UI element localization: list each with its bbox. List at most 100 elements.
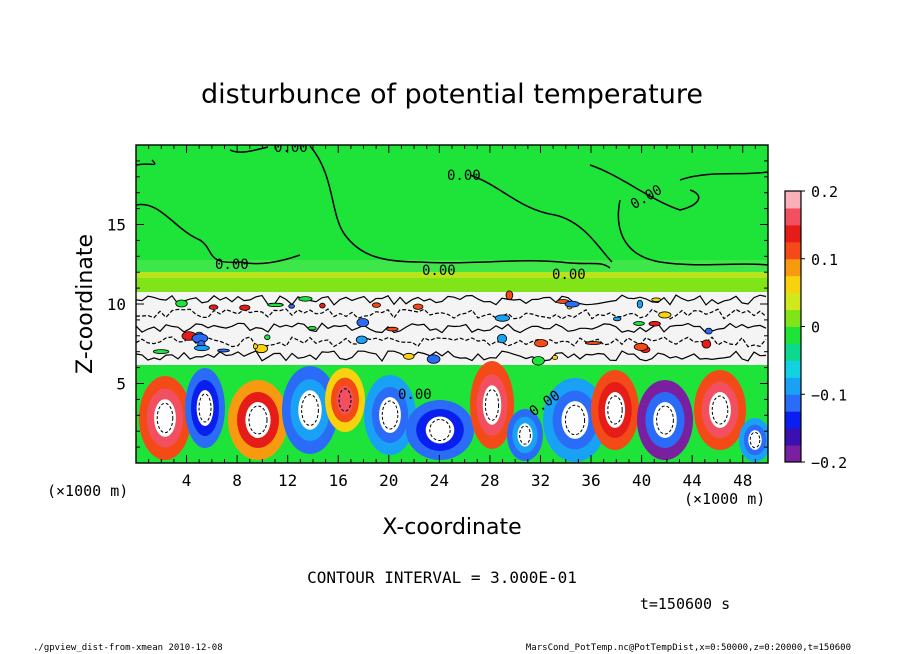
- cell-contour: [301, 394, 319, 426]
- x-axis-label: X-coordinate: [382, 515, 521, 540]
- cell-contour: [156, 402, 174, 434]
- mid-layer-contours: [136, 290, 767, 366]
- mid-speck: [403, 352, 415, 360]
- colorbar-swatch: [785, 394, 801, 412]
- x-tick-label: 4: [182, 471, 192, 490]
- contour-label: 0.00: [552, 267, 586, 283]
- colorbar-tick-label: 0.2: [811, 183, 838, 201]
- colorbar-swatch: [785, 292, 801, 311]
- cell-contour: [484, 389, 500, 421]
- mid-speck: [534, 339, 549, 348]
- x-tick-label: 28: [480, 471, 499, 490]
- cell-contour: [338, 388, 352, 412]
- colorbar-swatch: [785, 343, 801, 361]
- cell-core: [425, 416, 455, 444]
- cell-contour: [564, 404, 586, 436]
- x-tick-label: 8: [232, 471, 242, 490]
- y-axis: 5 10 15: [107, 160, 768, 448]
- x-tick-label: 48: [733, 471, 752, 490]
- mid-speck: [193, 344, 210, 352]
- cell-core: [298, 390, 322, 430]
- mid-speck: [152, 349, 170, 355]
- contour-label: 0.00: [422, 263, 456, 279]
- footer-left: ./gpview_dist-from-xmean 2010-12-08: [33, 643, 223, 653]
- colorbar-swatch: [785, 377, 801, 395]
- field-yellow-band: [136, 272, 768, 278]
- contour-label: 0.00: [447, 168, 481, 184]
- x-tick-label: 44: [683, 471, 702, 490]
- colorbar-swatch: [785, 411, 801, 429]
- cell-contour: [749, 431, 761, 449]
- mid-contour: [136, 350, 767, 363]
- mid-speck: [175, 299, 188, 308]
- cell-contour: [198, 393, 212, 423]
- mid-speck: [633, 321, 645, 326]
- mid-speck: [648, 321, 661, 327]
- field-upper-layer: [136, 145, 768, 275]
- mid-speck: [252, 343, 258, 350]
- mid-speck: [267, 302, 284, 307]
- field-orange-band: [136, 278, 768, 292]
- y-tick-label: 15: [107, 216, 126, 235]
- colorbar-swatch: [785, 428, 801, 446]
- cell-contour: [711, 395, 729, 425]
- x-tick-label: 32: [531, 471, 550, 490]
- contour-label: 0.00: [398, 387, 432, 403]
- mid-speck: [264, 334, 271, 341]
- colorbar-swatch: [785, 360, 801, 378]
- time-stamp: t=150600 s: [640, 595, 730, 613]
- colorbar-tick-label: 0.1: [811, 251, 838, 269]
- colorbar-swatch: [785, 275, 801, 294]
- x-axis: 4 8 12 16 20 24 28 32 36 40 44 48: [148, 145, 756, 490]
- colorbar-tick-label: 0: [811, 319, 820, 337]
- x-tick-label: 24: [430, 471, 449, 490]
- mid-speck: [505, 290, 514, 300]
- mid-speck: [584, 341, 602, 345]
- cell-contour: [248, 405, 268, 435]
- colorbar-swatch: [785, 309, 801, 327]
- mid-speck: [531, 356, 545, 366]
- colorbar-swatch: [785, 241, 801, 260]
- colorbar-tick-label: −0.2: [811, 454, 847, 472]
- mid-speck: [564, 300, 580, 308]
- mid-speck: [288, 303, 295, 309]
- x-tick-label: 20: [379, 471, 398, 490]
- x-unit-right: (×1000 m): [684, 490, 765, 508]
- x-tick-label: 16: [329, 471, 348, 490]
- upper-contours: [136, 145, 768, 269]
- mid-speck: [658, 311, 672, 319]
- cell-contour: [656, 405, 674, 435]
- cell-core: [245, 402, 271, 438]
- mid-speck: [494, 314, 510, 322]
- footer-right: MarsCond_PotTemp.nc@PotTempDist,x=0:5000…: [526, 643, 851, 653]
- contour-label: 0.00: [215, 257, 249, 273]
- y-axis-label: Z-coordinate: [73, 234, 98, 374]
- mid-speck: [307, 326, 317, 331]
- mid-speck: [426, 354, 441, 364]
- y-tick-label: 5: [116, 375, 126, 394]
- mid-speck: [552, 354, 559, 360]
- mid-speck: [319, 302, 326, 309]
- cell-core: [561, 401, 589, 439]
- cell-contour: [429, 419, 451, 441]
- contour-label: 0.00: [274, 140, 308, 156]
- mid-speck: [412, 303, 424, 310]
- mid-speck: [496, 333, 507, 344]
- mid-speck: [298, 296, 313, 302]
- mid-speck: [613, 316, 622, 322]
- mid-speck: [636, 299, 644, 309]
- colorbar: [785, 191, 801, 463]
- y-tick-label: 10: [107, 295, 126, 314]
- mid-speck: [239, 304, 251, 311]
- colorbar-swatch: [785, 326, 801, 344]
- x-tick-label: 12: [278, 471, 297, 490]
- field-upper-band: [136, 260, 768, 272]
- cell-contour: [381, 400, 399, 430]
- mid-contour: [136, 336, 767, 348]
- mid-speck: [208, 304, 219, 310]
- x-tick-label: 36: [581, 471, 600, 490]
- mid-speck: [217, 348, 230, 353]
- x-tick-label: 40: [632, 471, 651, 490]
- mid-speck: [651, 297, 662, 302]
